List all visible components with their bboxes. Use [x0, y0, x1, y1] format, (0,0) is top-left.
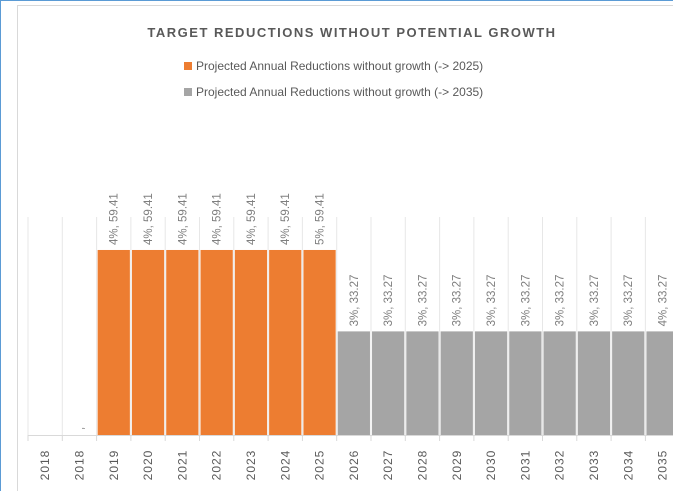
data-label: 4%, 59.41	[246, 193, 258, 245]
data-label: 3%, 33.27	[555, 275, 567, 327]
data-label: 4%, 59.41	[143, 193, 155, 245]
data-label: 3%, 33.27	[486, 275, 498, 327]
bar	[166, 249, 199, 435]
legend-swatch	[184, 88, 192, 96]
bar	[200, 249, 233, 435]
chart-title: TARGET REDUCTIONS WITHOUT POTENTIAL GROW…	[147, 25, 556, 40]
x-tick-label: 2018	[38, 450, 52, 481]
x-tick-label: 2019	[107, 450, 121, 481]
bar	[97, 249, 130, 435]
bar	[234, 249, 268, 435]
bar	[303, 249, 336, 435]
x-tick-label: 2021	[175, 450, 189, 481]
x-tick-label: 2018	[72, 450, 86, 481]
bar	[577, 331, 611, 435]
bar	[543, 331, 576, 435]
x-tick-label: 2024	[278, 450, 292, 481]
data-label: 4%, 59.41	[212, 193, 224, 245]
data-label: 3%, 33.27	[452, 275, 464, 327]
x-tick-label: 2023	[244, 450, 258, 481]
data-label: 3%, 33.27	[383, 275, 395, 327]
bar	[337, 331, 370, 435]
bar	[509, 331, 542, 435]
data-label: 4%, 59.41	[177, 193, 189, 245]
x-tick-label: 2032	[553, 450, 567, 481]
data-label: 3%, 33.27	[589, 275, 601, 327]
data-label: 4%, 59.41	[280, 193, 292, 245]
x-tick-label: 2035	[656, 450, 670, 481]
data-label: 3%, 33.27	[520, 275, 532, 327]
bar	[474, 331, 508, 435]
x-tick-label: 2025	[313, 450, 327, 481]
x-tick-label: 2030	[484, 450, 498, 481]
legend-label: Projected Annual Reductions without grow…	[196, 59, 483, 73]
data-label: 3%, 33.27	[417, 275, 429, 327]
data-label: 3%, 33.27	[623, 275, 635, 327]
x-tick-label: 2029	[450, 450, 464, 481]
x-tick-label: 2034	[621, 450, 635, 481]
x-tick-label: 2027	[381, 450, 395, 481]
x-tick-label: 2033	[587, 450, 601, 481]
bar	[646, 331, 673, 435]
x-tick-label: 2020	[141, 450, 155, 481]
bar	[406, 331, 439, 435]
legend-label: Projected Annual Reductions without grow…	[196, 85, 483, 99]
bar	[612, 331, 645, 435]
x-tick-label: 2031	[518, 450, 532, 481]
x-tick-label: 2028	[415, 450, 429, 481]
bar	[440, 331, 473, 435]
x-tick-label: 2022	[210, 450, 224, 481]
x-tick-label: 2026	[347, 450, 361, 481]
bar	[372, 331, 405, 435]
bar	[131, 249, 165, 435]
data-label: 5%, 59.41	[315, 193, 327, 245]
data-label: 4%, 59.41	[109, 193, 121, 245]
data-label: 4%, 33.27	[658, 275, 670, 327]
data-label: 3%, 33.27	[349, 275, 361, 327]
data-label: ,	[74, 427, 86, 430]
bar	[269, 249, 302, 435]
legend-swatch	[184, 62, 192, 70]
